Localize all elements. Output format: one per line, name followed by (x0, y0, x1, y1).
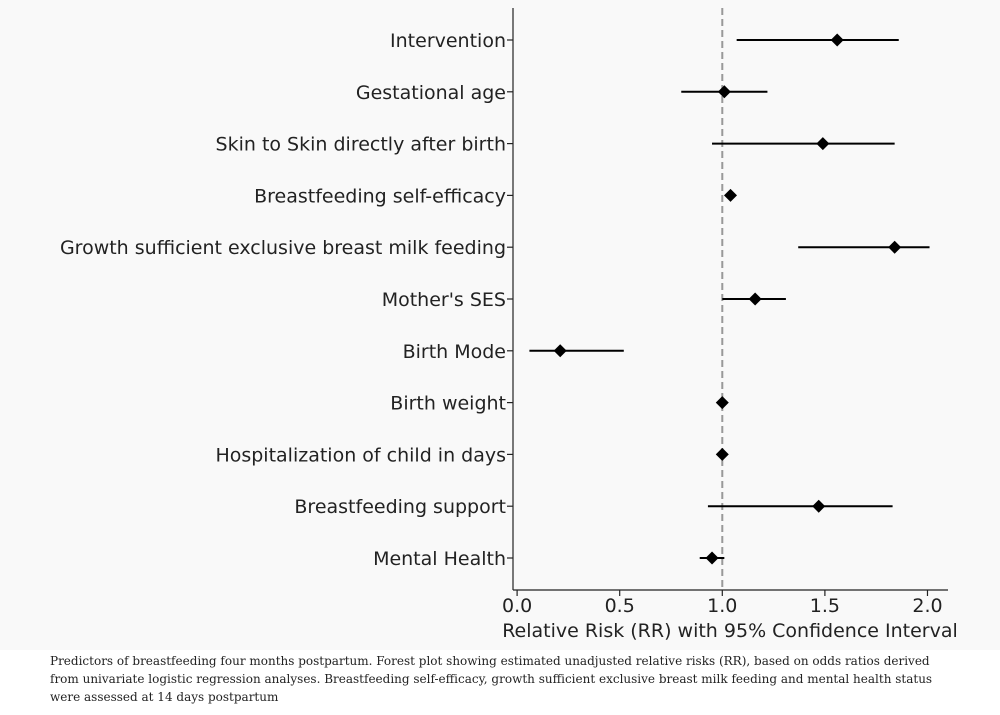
x-tick-label: 1.0 (707, 595, 737, 617)
x-tick-label: 0.5 (605, 595, 635, 617)
x-axis-title: Relative Risk (RR) with 95% Confidence I… (502, 620, 958, 642)
estimate-marker (715, 396, 729, 410)
estimate-marker (715, 447, 729, 461)
estimate-marker (553, 344, 567, 358)
estimate-marker (717, 85, 731, 99)
x-tick-label: 0.0 (502, 595, 532, 617)
category-label: Skin to Skin directly after birth (216, 134, 506, 156)
estimate-marker (724, 188, 737, 202)
category-label: Breastfeeding self-efficacy (254, 185, 506, 207)
figure-caption: Predictors of breastfeeding four months … (50, 654, 933, 704)
x-tick-label: 2.0 (912, 595, 942, 617)
forest-plot-figure: 0.0 0.5 1.0 1.5 2.0 Relative Risk (RR) with 9… (59, 8, 958, 642)
category-label: Gestational age (356, 82, 506, 104)
category-label: Breastfeeding support (294, 496, 506, 518)
x-tick-label: 1.5 (810, 595, 840, 617)
estimate-marker (816, 137, 830, 151)
category-label: Intervention (390, 30, 506, 52)
category-label: Mental Health (373, 548, 506, 570)
category-label: Hospitalization of child in days (215, 444, 506, 466)
category-label: Mother's SES (382, 289, 506, 311)
estimate-marker (888, 240, 902, 254)
category-label: Birth Mode (403, 341, 506, 363)
forest-plot: 0.0 0.5 1.0 1.5 2.0 Relative Risk (RR) with 9… (60, 8, 958, 642)
estimate-marker (812, 499, 826, 513)
estimate-marker (748, 292, 762, 306)
estimate-marker (705, 551, 719, 565)
category-label: Growth sufficient exclusive breast milk … (60, 237, 506, 259)
estimate-marker (830, 33, 844, 47)
category-label: Birth weight (390, 393, 506, 415)
